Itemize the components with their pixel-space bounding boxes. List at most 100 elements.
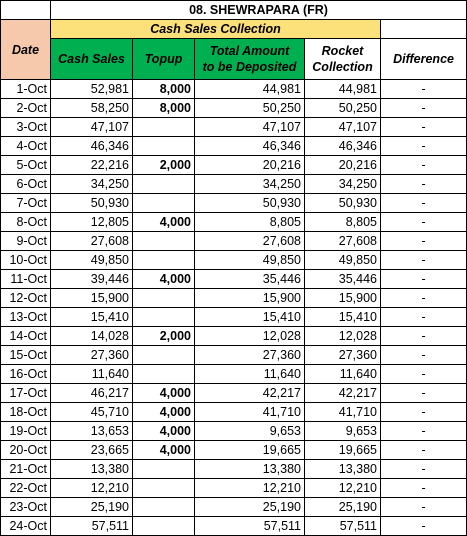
- cash-sales-cell: 13,653: [50, 421, 133, 441]
- date-cell: 16-Oct: [0, 364, 51, 384]
- date-cell: 7-Oct: [0, 193, 51, 213]
- total-deposit-cell: 44,981: [194, 79, 305, 99]
- topup-cell: 4,000: [132, 402, 195, 422]
- rocket-collection-cell: 34,250: [304, 174, 381, 194]
- total-deposit-cell: 41,710: [194, 402, 305, 422]
- date-column-header: Date: [0, 19, 51, 80]
- total-deposit-cell: 46,346: [194, 136, 305, 156]
- topup-cell: 4,000: [132, 383, 195, 403]
- difference-cell: -: [379, 326, 467, 346]
- rocket-collection-cell: 12,210: [304, 478, 381, 498]
- table-row: 20-Oct 23,665 4,000 19,665 19,665-: [0, 440, 467, 460]
- total-deposit-cell: 12,028: [194, 326, 305, 346]
- date-cell: 4-Oct: [0, 136, 51, 156]
- topup-cell: [132, 174, 195, 194]
- difference-cell: -: [379, 250, 467, 270]
- table-row: 8-Oct 12,805 4,000 8,805 8,805-: [0, 212, 467, 232]
- topup-cell: [132, 516, 195, 536]
- rocket-collection-cell: 44,981: [304, 79, 381, 99]
- rocket-collection-cell: 49,850: [304, 250, 381, 270]
- total-deposit-cell: 27,608: [194, 231, 305, 251]
- cash-sales-cell: 46,346: [50, 136, 133, 156]
- cash-sales-collection-header: Cash Sales Collection: [50, 19, 381, 39]
- title-row: 08. SHEWRAPARA (FR): [0, 0, 467, 20]
- rocket-collection-cell: 13,380: [304, 459, 381, 479]
- topup-cell: 8,000: [132, 98, 195, 118]
- table-row: 7-Oct 50,930 50,930 50,930-: [0, 193, 467, 213]
- difference-cell: -: [379, 364, 467, 384]
- topup-cell: [132, 136, 195, 156]
- topup-cell: [132, 459, 195, 479]
- total-deposit-cell: 34,250: [194, 174, 305, 194]
- topup-cell: [132, 497, 195, 517]
- rocket-collection-cell: 27,608: [304, 231, 381, 251]
- rocket-collection-cell: 35,446: [304, 269, 381, 289]
- table-row: 17-Oct 46,217 4,000 42,217 42,217-: [0, 383, 467, 403]
- cash-sales-cell: 23,665: [50, 440, 133, 460]
- date-cell: 1-Oct: [0, 79, 51, 99]
- table-row: 21-Oct 13,380 13,380 13,380-: [0, 459, 467, 479]
- date-cell: 10-Oct: [0, 250, 51, 270]
- cash-sales-cell: 15,410: [50, 307, 133, 327]
- rocket-collection-cell: 47,107: [304, 117, 381, 137]
- date-cell: 15-Oct: [0, 345, 51, 365]
- rocket-collection-cell: 20,216: [304, 155, 381, 175]
- table-row: 9-Oct 27,608 27,608 27,608-: [0, 231, 467, 251]
- cash-sales-cell: 50,930: [50, 193, 133, 213]
- difference-cell: -: [379, 402, 467, 422]
- cash-sales-cell: 12,210: [50, 478, 133, 498]
- table-row: 18-Oct 45,710 4,000 41,710 41,710-: [0, 402, 467, 422]
- topup-cell: 4,000: [132, 440, 195, 460]
- rocket-collection-column-header: Rocket Collection: [304, 38, 381, 80]
- total-deposit-cell: 35,446: [194, 269, 305, 289]
- table-row: 14-Oct 14,028 2,000 12,028 12,028-: [0, 326, 467, 346]
- total-deposit-cell: 8,805: [194, 212, 305, 232]
- date-cell: 12-Oct: [0, 288, 51, 308]
- rocket-collection-cell: 41,710: [304, 402, 381, 422]
- topup-cell: [132, 250, 195, 270]
- rocket-collection-cell: 46,346: [304, 136, 381, 156]
- rocket-collection-cell: 8,805: [304, 212, 381, 232]
- difference-cell: -: [379, 288, 467, 308]
- rocket-collection-cell: 12,028: [304, 326, 381, 346]
- difference-cell: -: [379, 497, 467, 517]
- date-cell: 24-Oct: [0, 516, 51, 536]
- cash-sales-cell: 11,640: [50, 364, 133, 384]
- table-row: 5-Oct 22,216 2,000 20,216 20,216-: [0, 155, 467, 175]
- topup-cell: [132, 231, 195, 251]
- total-deposit-cell: 27,360: [194, 345, 305, 365]
- rocket-collection-cell: 11,640: [304, 364, 381, 384]
- total-deposit-column-header: Total Amount to be Deposited: [194, 38, 305, 80]
- topup-cell: 2,000: [132, 155, 195, 175]
- cash-sales-cell: 49,850: [50, 250, 133, 270]
- topup-cell: 4,000: [132, 421, 195, 441]
- total-deposit-cell: 47,107: [194, 117, 305, 137]
- difference-cell: -: [379, 459, 467, 479]
- total-deposit-cell: 20,216: [194, 155, 305, 175]
- difference-cell: -: [379, 193, 467, 213]
- date-cell: 3-Oct: [0, 117, 51, 137]
- total-deposit-cell: 15,900: [194, 288, 305, 308]
- topup-cell: [132, 364, 195, 384]
- rocket-collection-cell: 19,665: [304, 440, 381, 460]
- rocket-collection-cell: 57,511: [304, 516, 381, 536]
- date-cell: 23-Oct: [0, 497, 51, 517]
- topup-cell: [132, 345, 195, 365]
- total-deposit-cell: 50,930: [194, 193, 305, 213]
- cash-sales-cell: 52,981: [50, 79, 133, 99]
- rocket-collection-cell: 15,410: [304, 307, 381, 327]
- table-row: 1-Oct 52,981 8,000 44,981 44,981-: [0, 79, 467, 99]
- table-row: 3-Oct 47,107 47,107 47,107-: [0, 117, 467, 137]
- rocket-collection-cell: 15,900: [304, 288, 381, 308]
- difference-cell: -: [379, 212, 467, 232]
- table-row: 12-Oct 15,900 15,900 15,900-: [0, 288, 467, 308]
- cash-sales-cell: 34,250: [50, 174, 133, 194]
- total-deposit-cell: 50,250: [194, 98, 305, 118]
- total-deposit-cell: 11,640: [194, 364, 305, 384]
- total-deposit-cell: 13,380: [194, 459, 305, 479]
- topup-cell: 4,000: [132, 212, 195, 232]
- table-row: 13-Oct 15,410 15,410 15,410-: [0, 307, 467, 327]
- topup-cell: 2,000: [132, 326, 195, 346]
- difference-cell: -: [379, 98, 467, 118]
- topup-cell: 8,000: [132, 79, 195, 99]
